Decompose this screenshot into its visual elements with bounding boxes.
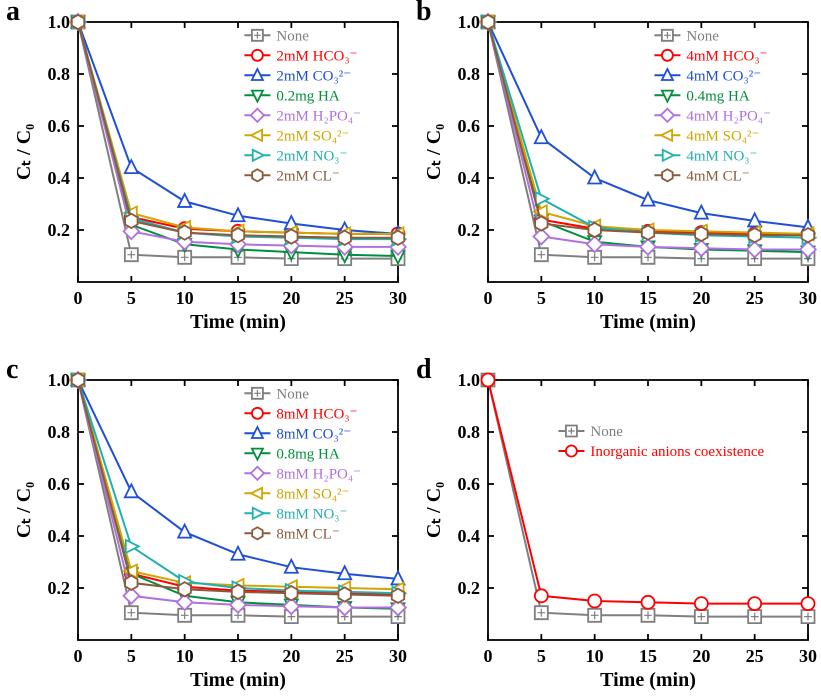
svg-text:10: 10 xyxy=(586,646,604,666)
svg-text:30: 30 xyxy=(799,288,817,308)
legend-label-H2PO4: 2mM H₂PO₄⁻ xyxy=(276,108,361,124)
svg-text:25: 25 xyxy=(746,288,764,308)
y-axis-label: Cₜ / C₀ xyxy=(13,482,35,538)
svg-text:15: 15 xyxy=(229,646,247,666)
svg-text:0: 0 xyxy=(74,288,83,308)
svg-text:25: 25 xyxy=(746,646,764,666)
svg-text:0.2: 0.2 xyxy=(48,578,71,598)
svg-text:0.6: 0.6 xyxy=(48,116,71,136)
panel-a: a0510152025300.20.40.60.81.0Time (min)Cₜ… xyxy=(0,0,410,340)
svg-text:0.8: 0.8 xyxy=(48,422,71,442)
x-axis-label: Time (min) xyxy=(600,669,696,691)
svg-text:0.8: 0.8 xyxy=(458,422,481,442)
legend-label-SO4: 8mM SO₄²⁻ xyxy=(276,486,349,502)
svg-text:0: 0 xyxy=(74,646,83,666)
svg-text:5: 5 xyxy=(537,288,546,308)
svg-text:0.2: 0.2 xyxy=(458,220,481,240)
plot-a: 0 5 10 15 20 25 30 0.2 0.4 0.6 0.8 1.0 Time (min) Cₜ … xyxy=(0,0,410,340)
legend-label-HCO3: 4mM HCO₃⁻ xyxy=(686,48,767,64)
legend-label-HA: 0.8mg HA xyxy=(276,446,340,462)
legend-label-NO3: 2mM NO₃⁻ xyxy=(276,148,347,164)
svg-text:0.6: 0.6 xyxy=(458,116,481,136)
svg-text:20: 20 xyxy=(282,288,300,308)
svg-text:30: 30 xyxy=(389,646,407,666)
legend-label-None: None xyxy=(686,28,719,44)
svg-text:0.4: 0.4 xyxy=(48,526,71,546)
svg-text:15: 15 xyxy=(639,646,657,666)
svg-text:1.0: 1.0 xyxy=(458,370,481,390)
svg-text:30: 30 xyxy=(389,288,407,308)
svg-text:1.0: 1.0 xyxy=(458,12,481,32)
svg-text:0.6: 0.6 xyxy=(48,474,71,494)
svg-text:0: 0 xyxy=(484,646,493,666)
svg-text:20: 20 xyxy=(692,288,710,308)
legend-label-CO3: 2mM CO₃²⁻ xyxy=(276,68,351,84)
legend-label-CL: 4mM CL⁻ xyxy=(686,168,749,184)
svg-text:0.6: 0.6 xyxy=(458,474,481,494)
svg-text:0.2: 0.2 xyxy=(458,578,481,598)
panel-b: b0510152025300.20.40.60.81.0Time (min)Cₜ… xyxy=(410,0,820,340)
figure-grid: { "layout": { "figure_width": 821, "figu… xyxy=(0,0,821,698)
y-axis-label: Cₜ / C₀ xyxy=(423,124,445,180)
panel-d: d0510152025300.20.40.60.81.0Time (min)Cₜ… xyxy=(410,358,820,698)
svg-text:15: 15 xyxy=(229,288,247,308)
legend-label-CL: 2mM CL⁻ xyxy=(276,168,339,184)
legend-label-HA: 0.4mg HA xyxy=(686,88,750,104)
svg-text:0.8: 0.8 xyxy=(458,64,481,84)
plot-c: 0 5 10 15 20 25 30 0.2 0.4 0.6 0.8 1.0 Time (min) Cₜ … xyxy=(0,358,410,698)
legend-label-SO4: 2mM SO₄²⁻ xyxy=(276,128,349,144)
legend-label-H2PO4: 4mM H₂PO₄⁻ xyxy=(686,108,771,124)
x-axis-label: Time (min) xyxy=(600,311,696,333)
svg-text:5: 5 xyxy=(127,288,136,308)
legend-label-CO3: 8mM CO₃²⁻ xyxy=(276,426,351,442)
y-axis-label: Cₜ / C₀ xyxy=(13,124,35,180)
legend-label-HCO3: 8mM HCO₃⁻ xyxy=(276,406,357,422)
svg-text:10: 10 xyxy=(176,288,194,308)
legend-label-None: None xyxy=(590,424,623,440)
legend-label-NO3: 8mM NO₃⁻ xyxy=(276,506,347,522)
svg-text:5: 5 xyxy=(537,646,546,666)
x-axis-label: Time (min) xyxy=(190,669,286,691)
x-axis-label: Time (min) xyxy=(190,311,286,333)
svg-text:1.0: 1.0 xyxy=(48,12,71,32)
plot-b: 0 5 10 15 20 25 30 0.2 0.4 0.6 0.8 1.0 Time (min) Cₜ … xyxy=(410,0,820,340)
svg-text:20: 20 xyxy=(282,646,300,666)
legend-label-HCO3: 2mM HCO₃⁻ xyxy=(276,48,357,64)
svg-text:0.4: 0.4 xyxy=(458,526,481,546)
series-line-None xyxy=(488,380,808,617)
legend-label-CO3: 4mM CO₃²⁻ xyxy=(686,68,761,84)
svg-text:0.2: 0.2 xyxy=(48,220,71,240)
legend-label-NO3: 4mM NO₃⁻ xyxy=(686,148,757,164)
svg-text:10: 10 xyxy=(176,646,194,666)
svg-text:1.0: 1.0 xyxy=(48,370,71,390)
svg-text:25: 25 xyxy=(336,288,354,308)
svg-text:0.8: 0.8 xyxy=(48,64,71,84)
legend-label-H2PO4: 8mM H₂PO₄⁻ xyxy=(276,466,361,482)
legend-label-None: None xyxy=(276,386,309,402)
svg-text:0: 0 xyxy=(484,288,493,308)
svg-text:10: 10 xyxy=(586,288,604,308)
svg-text:30: 30 xyxy=(799,646,817,666)
series-line-Coex xyxy=(488,380,808,604)
plot-d: 0 5 10 15 20 25 30 0.2 0.4 0.6 0.8 1.0 Time (min) Cₜ … xyxy=(410,358,820,698)
svg-text:25: 25 xyxy=(336,646,354,666)
svg-text:5: 5 xyxy=(127,646,136,666)
svg-text:0.4: 0.4 xyxy=(48,168,71,188)
legend-label-HA: 0.2mg HA xyxy=(276,88,340,104)
panel-c: c0510152025300.20.40.60.81.0Time (min)Cₜ… xyxy=(0,358,410,698)
legend-label-Coex: Inorganic anions coexistence xyxy=(590,444,764,460)
svg-text:20: 20 xyxy=(692,646,710,666)
legend-label-CL: 8mM CL⁻ xyxy=(276,526,339,542)
svg-text:15: 15 xyxy=(639,288,657,308)
y-axis-label: Cₜ / C₀ xyxy=(423,482,445,538)
legend-label-SO4: 4mM SO₄²⁻ xyxy=(686,128,759,144)
legend-label-None: None xyxy=(276,28,309,44)
svg-text:0.4: 0.4 xyxy=(458,168,481,188)
